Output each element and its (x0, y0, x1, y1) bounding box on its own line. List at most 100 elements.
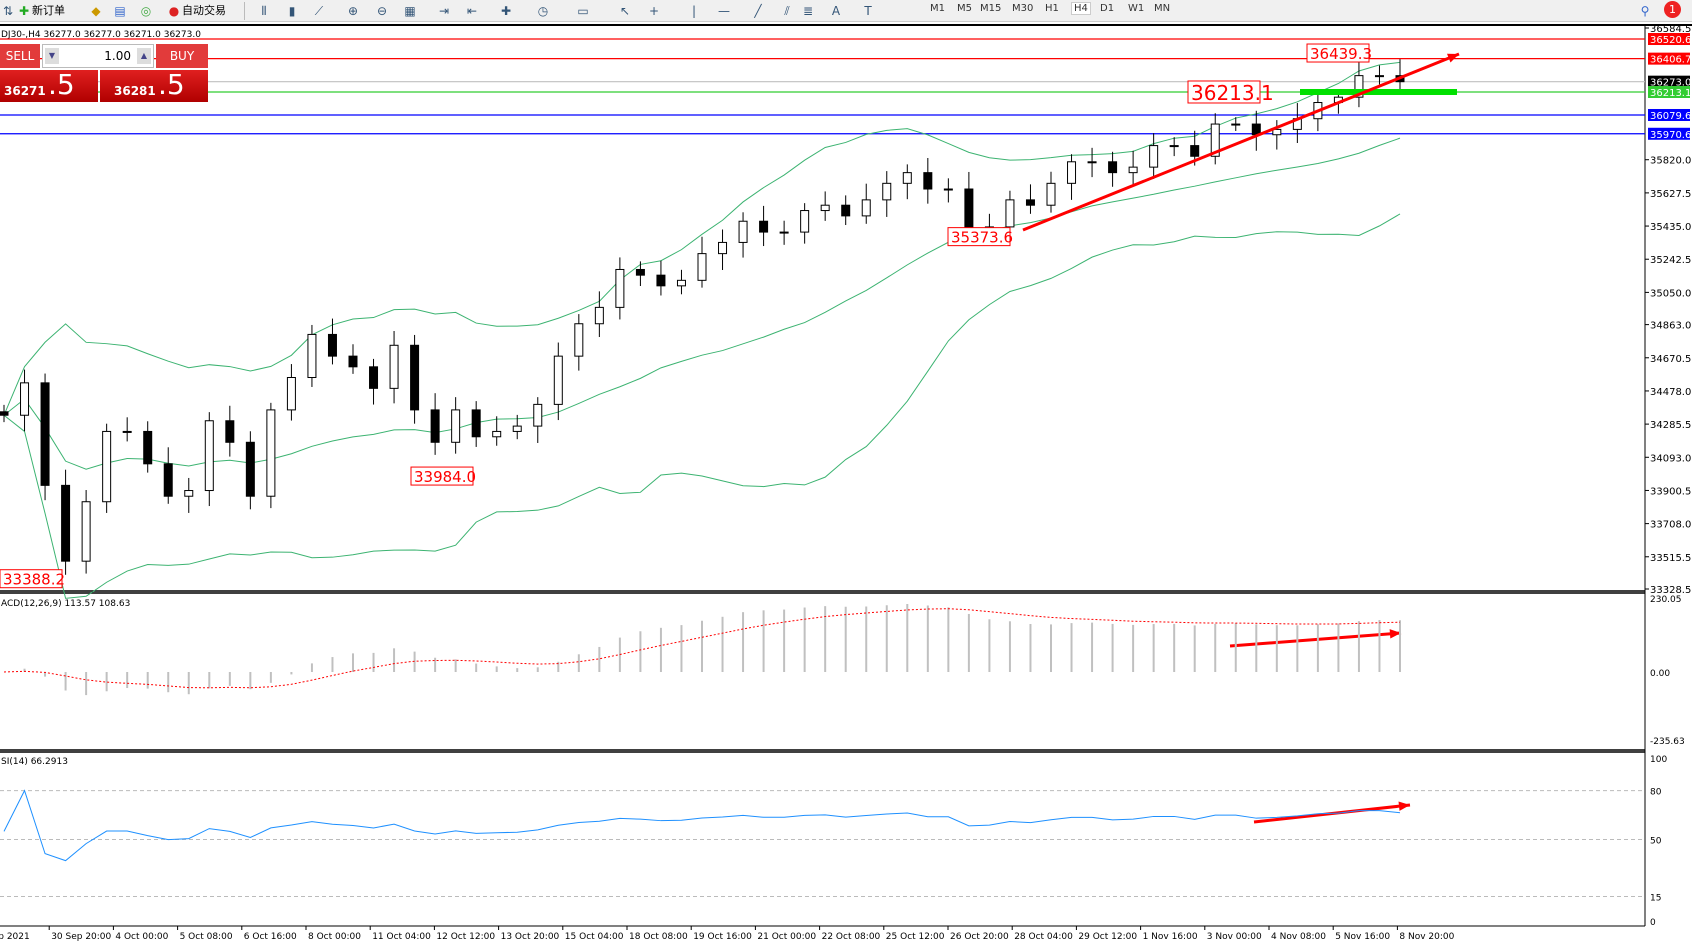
candle-body (389, 344, 399, 389)
signals-button[interactable]: ◎ (138, 2, 154, 20)
time-tick-label: 13 Oct 20:00 (501, 932, 560, 942)
candle (1210, 113, 1220, 165)
candle (676, 269, 686, 295)
time-tick-label: 28 Oct 04:00 (1014, 932, 1073, 942)
candle-body (369, 366, 379, 389)
price-label: 36213.1 (1650, 88, 1691, 99)
decrease-lot-icon[interactable]: ▼ (45, 48, 59, 64)
candle-body (451, 409, 461, 443)
timeframe-d1[interactable]: D1 (1100, 3, 1115, 14)
horizontal-line-button[interactable]: — (716, 2, 732, 20)
periods-button[interactable]: ◷ (535, 2, 551, 20)
search-button[interactable]: ⚲ (1637, 2, 1653, 20)
candle-body (20, 382, 30, 416)
price-annotation-box (947, 227, 1011, 247)
candle (923, 157, 933, 204)
bollinger-upper (3, 61, 1401, 416)
candle-body (245, 441, 255, 497)
chart-shift-button[interactable]: ⇤ (464, 2, 480, 20)
zoom-in-button[interactable]: ⊕ (345, 2, 361, 20)
timeframe-m5[interactable]: M5 (957, 3, 972, 14)
navigator-button[interactable]: ▤ (112, 2, 128, 20)
arrows-button[interactable]: ⇅ (0, 2, 16, 20)
equidistant-channel-button[interactable]: ⫽ (779, 2, 795, 20)
market-watch-button[interactable]: ◆ (88, 2, 104, 20)
candle-body (61, 484, 71, 562)
macd-tick-label: 0.00 (1650, 669, 1670, 679)
price-annotation-box (0, 569, 63, 589)
timeframe-w1[interactable]: W1 (1128, 3, 1145, 14)
candle-body (1210, 123, 1220, 157)
timeframe-h4[interactable]: H4 (1071, 2, 1091, 15)
timeframe-m1[interactable]: M1 (930, 3, 945, 14)
price-annotation-box (1306, 43, 1370, 63)
bar-chart-button[interactable]: ⫴ (256, 2, 272, 20)
templates-button[interactable]: ▭ (575, 2, 591, 20)
timeframe-m15[interactable]: M15 (980, 3, 1002, 14)
candle-body (718, 241, 728, 255)
timeframe-mn[interactable]: MN (1154, 3, 1171, 14)
time-tick-label: 4 Nov 08:00 (1271, 932, 1326, 942)
line-chart-icon: ⟋ (314, 4, 324, 18)
price-annotation: 35373.6 (951, 229, 1013, 247)
time-tick-label: 29 Oct 12:00 (1078, 932, 1137, 942)
text-button[interactable]: A (828, 2, 844, 20)
auto-trading-button[interactable]: ● 自动交易 (166, 2, 226, 20)
candle (943, 178, 953, 203)
candle (1272, 120, 1282, 150)
buy-price[interactable]: 36281.5 (100, 68, 208, 102)
new-order-button[interactable]: ✚ 新订单 (16, 2, 65, 20)
time-tick-label: 15 Oct 04:00 (565, 932, 624, 942)
trendline-button[interactable]: ╱ (750, 2, 766, 20)
price-annotation: 36213.1 (1191, 81, 1274, 105)
vertical-line-button[interactable]: | (686, 2, 702, 20)
timeframe-m30[interactable]: M30 (1012, 3, 1034, 14)
rsi-label: SI(14) 66.2913 (1, 757, 68, 767)
candlestick-button[interactable]: ▮ (284, 2, 300, 20)
candle-body (0, 411, 9, 416)
price-tick-label: 35627.5 (1650, 189, 1691, 200)
price-tick-label: 34670.5 (1650, 354, 1691, 365)
sell-button[interactable]: SELL (0, 44, 40, 68)
candle (533, 397, 543, 443)
buy-button[interactable]: BUY (156, 44, 208, 68)
candle (861, 183, 871, 224)
zoom-out-button[interactable]: ⊖ (374, 2, 390, 20)
indicators-button[interactable]: ✚ (498, 2, 514, 20)
text-label-button[interactable]: T (860, 2, 876, 20)
price-label: 36273.0 (1650, 78, 1691, 89)
lot-size-stepper[interactable]: ▼ 1.00 ▲ (42, 44, 154, 68)
line-chart-button[interactable]: ⟋ (311, 2, 327, 20)
tile-windows-button[interactable]: ▦ (402, 2, 418, 20)
candle (225, 405, 235, 457)
candle (1231, 117, 1241, 131)
candle (1395, 59, 1405, 90)
autoscroll-button[interactable]: ⇥ (436, 2, 452, 20)
horizontal-line-icon: — (718, 4, 730, 18)
price-tick-label: 33708.0 (1650, 520, 1691, 531)
time-tick-label: 25 Oct 12:00 (886, 932, 945, 942)
timeframe-h1[interactable]: H1 (1045, 3, 1059, 14)
candle-body (471, 409, 481, 438)
sell-price[interactable]: 36271.5 (0, 68, 98, 102)
increase-lot-icon[interactable]: ▲ (137, 48, 151, 64)
crosshair-button[interactable]: + (646, 2, 662, 20)
fibonacci-button[interactable]: ≣ (800, 2, 816, 20)
lot-size-value[interactable]: 1.00 (104, 49, 131, 63)
candle-body (327, 333, 337, 357)
rsi-tick-label: 0 (1650, 918, 1656, 928)
candle (656, 260, 666, 296)
candle-body (512, 425, 522, 432)
time-tick-label: 11 Oct 04:00 (372, 932, 431, 942)
price-label-bg (1648, 85, 1690, 98)
time-tick-label: 30 Sep 20:00 (51, 932, 111, 942)
notification-badge[interactable]: 1 (1664, 1, 1681, 18)
auto-trading-icon: ● (168, 4, 180, 18)
cursor-button[interactable]: ↖ (617, 2, 633, 20)
indicators-icon: ✚ (500, 4, 512, 18)
candle (697, 236, 707, 288)
bollinger-lower (3, 213, 1401, 599)
candle-body (697, 253, 707, 281)
candle-body (779, 231, 789, 234)
